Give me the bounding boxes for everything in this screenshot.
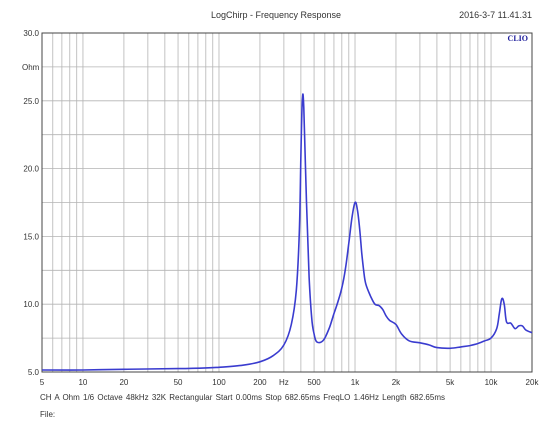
x-tick-label: 20k [526,378,540,387]
x-tick-label: 5k [446,378,455,387]
x-tick-label: 10 [78,378,87,387]
file-label: File: [40,410,56,419]
x-axis-ticks: 5 10 20 50 100 200 Hz 500 1k 2k 5k 10k 20k [40,378,540,387]
impedance-curve [41,93,533,371]
x-tick-label: 100 [212,378,226,387]
x-tick-label: 500 [307,378,321,387]
timestamp: 2016-3-7 11.41.31 [459,10,532,20]
y-axis-ticks: 30.0 25.0 20.0 15.0 10.0 5.0 [23,29,39,377]
y-tick-label: 10.0 [23,300,39,309]
x-tick-label: 2k [392,378,401,387]
chart-title: LogChirp - Frequency Response [210,10,342,20]
x-tick-label: 20 [119,378,128,387]
x-tick-label: 200 [253,378,267,387]
x-tick-label: 1k [351,378,360,387]
y-tick-label: 15.0 [23,232,39,241]
y-tick-label: 20.0 [23,165,39,174]
clio-logo: CLIO [508,34,528,43]
y-unit-label: Ohm [22,63,40,72]
measurement-settings: CH A Ohm 1/6 Octave 48kHz 32K Rectangula… [40,393,445,402]
y-tick-label: 5.0 [28,368,40,377]
grid [42,33,532,372]
x-tick-label: Hz [279,378,289,387]
x-tick-label: 10k [485,378,499,387]
plot-frame [41,32,533,373]
x-tick-label: 50 [174,378,183,387]
x-tick-label: 5 [40,378,45,387]
y-tick-label: 30.0 [23,29,39,38]
y-tick-label: 25.0 [23,97,39,106]
